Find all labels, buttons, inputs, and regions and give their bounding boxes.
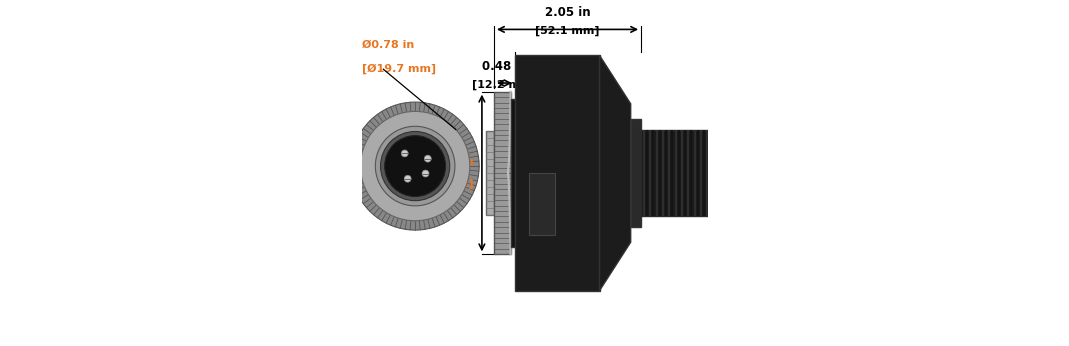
- Circle shape: [351, 102, 479, 230]
- Circle shape: [381, 131, 450, 201]
- Bar: [631, 119, 641, 227]
- Bar: [652, 130, 654, 216]
- Circle shape: [375, 126, 455, 206]
- Bar: [659, 130, 661, 216]
- Text: [10.4 mm]: [10.4 mm]: [408, 178, 474, 189]
- Bar: [684, 130, 686, 216]
- Bar: [642, 130, 645, 216]
- Bar: [515, 55, 600, 291]
- Text: 0.41 in: 0.41 in: [428, 156, 474, 169]
- Circle shape: [404, 175, 412, 182]
- Text: [12.2 mm]: [12.2 mm]: [472, 80, 537, 90]
- Bar: [494, 92, 511, 254]
- Polygon shape: [600, 55, 631, 291]
- Bar: [662, 130, 664, 216]
- Circle shape: [401, 150, 408, 157]
- Bar: [649, 130, 651, 216]
- Bar: [511, 99, 515, 247]
- Bar: [681, 130, 683, 216]
- Bar: [528, 173, 555, 235]
- Circle shape: [422, 170, 429, 177]
- Bar: [641, 130, 714, 216]
- Text: Ø0.78 in: Ø0.78 in: [361, 40, 414, 50]
- Bar: [703, 130, 706, 216]
- Bar: [655, 130, 657, 216]
- Bar: [675, 130, 677, 216]
- Bar: [646, 130, 648, 216]
- Bar: [707, 130, 709, 216]
- Bar: [678, 130, 680, 216]
- Circle shape: [360, 111, 469, 221]
- Bar: [700, 130, 702, 216]
- Bar: [668, 130, 670, 216]
- Bar: [671, 130, 673, 216]
- Bar: [665, 130, 667, 216]
- Bar: [687, 130, 690, 216]
- Text: 2.05 in: 2.05 in: [545, 6, 590, 19]
- Circle shape: [424, 155, 431, 162]
- Bar: [710, 130, 712, 216]
- Text: [52.1 mm]: [52.1 mm]: [536, 26, 600, 36]
- Bar: [697, 130, 699, 216]
- Bar: [691, 130, 693, 216]
- Text: 0.48 in: 0.48 in: [481, 60, 527, 73]
- Bar: [694, 130, 696, 216]
- Text: [Ø19.7 mm]: [Ø19.7 mm]: [361, 64, 436, 74]
- Bar: [486, 131, 494, 215]
- Circle shape: [385, 136, 446, 197]
